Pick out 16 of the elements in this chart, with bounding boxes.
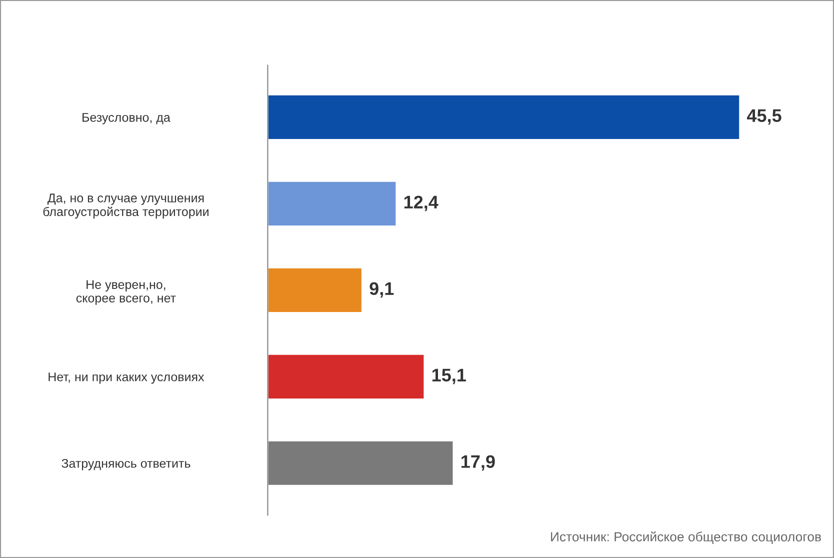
bar <box>268 94 740 140</box>
bar <box>268 266 363 314</box>
text: Источник: Российское общество социологов <box>551 532 821 544</box>
y-tick-label: Безусловно, да <box>82 113 170 124</box>
data-label: 9,1 <box>370 282 394 298</box>
y-tick-label: Да, но в случае улучшения благоустройства территории <box>43 194 208 219</box>
data-label: 45,5 <box>746 109 782 125</box>
y-tick-label: Затрудняюсь ответить <box>62 458 190 470</box>
bar <box>268 180 398 227</box>
data-label: 17,9 <box>462 455 495 471</box>
bar <box>268 440 454 486</box>
data-label: 12,4 <box>404 196 438 212</box>
bar <box>268 353 426 400</box>
data-label: 15,1 <box>432 368 466 384</box>
y-tick-label: Не уверен,но, скорее всего, нет <box>76 280 176 305</box>
y-tick-label: Нет, ни при каких условиях <box>48 372 204 384</box>
